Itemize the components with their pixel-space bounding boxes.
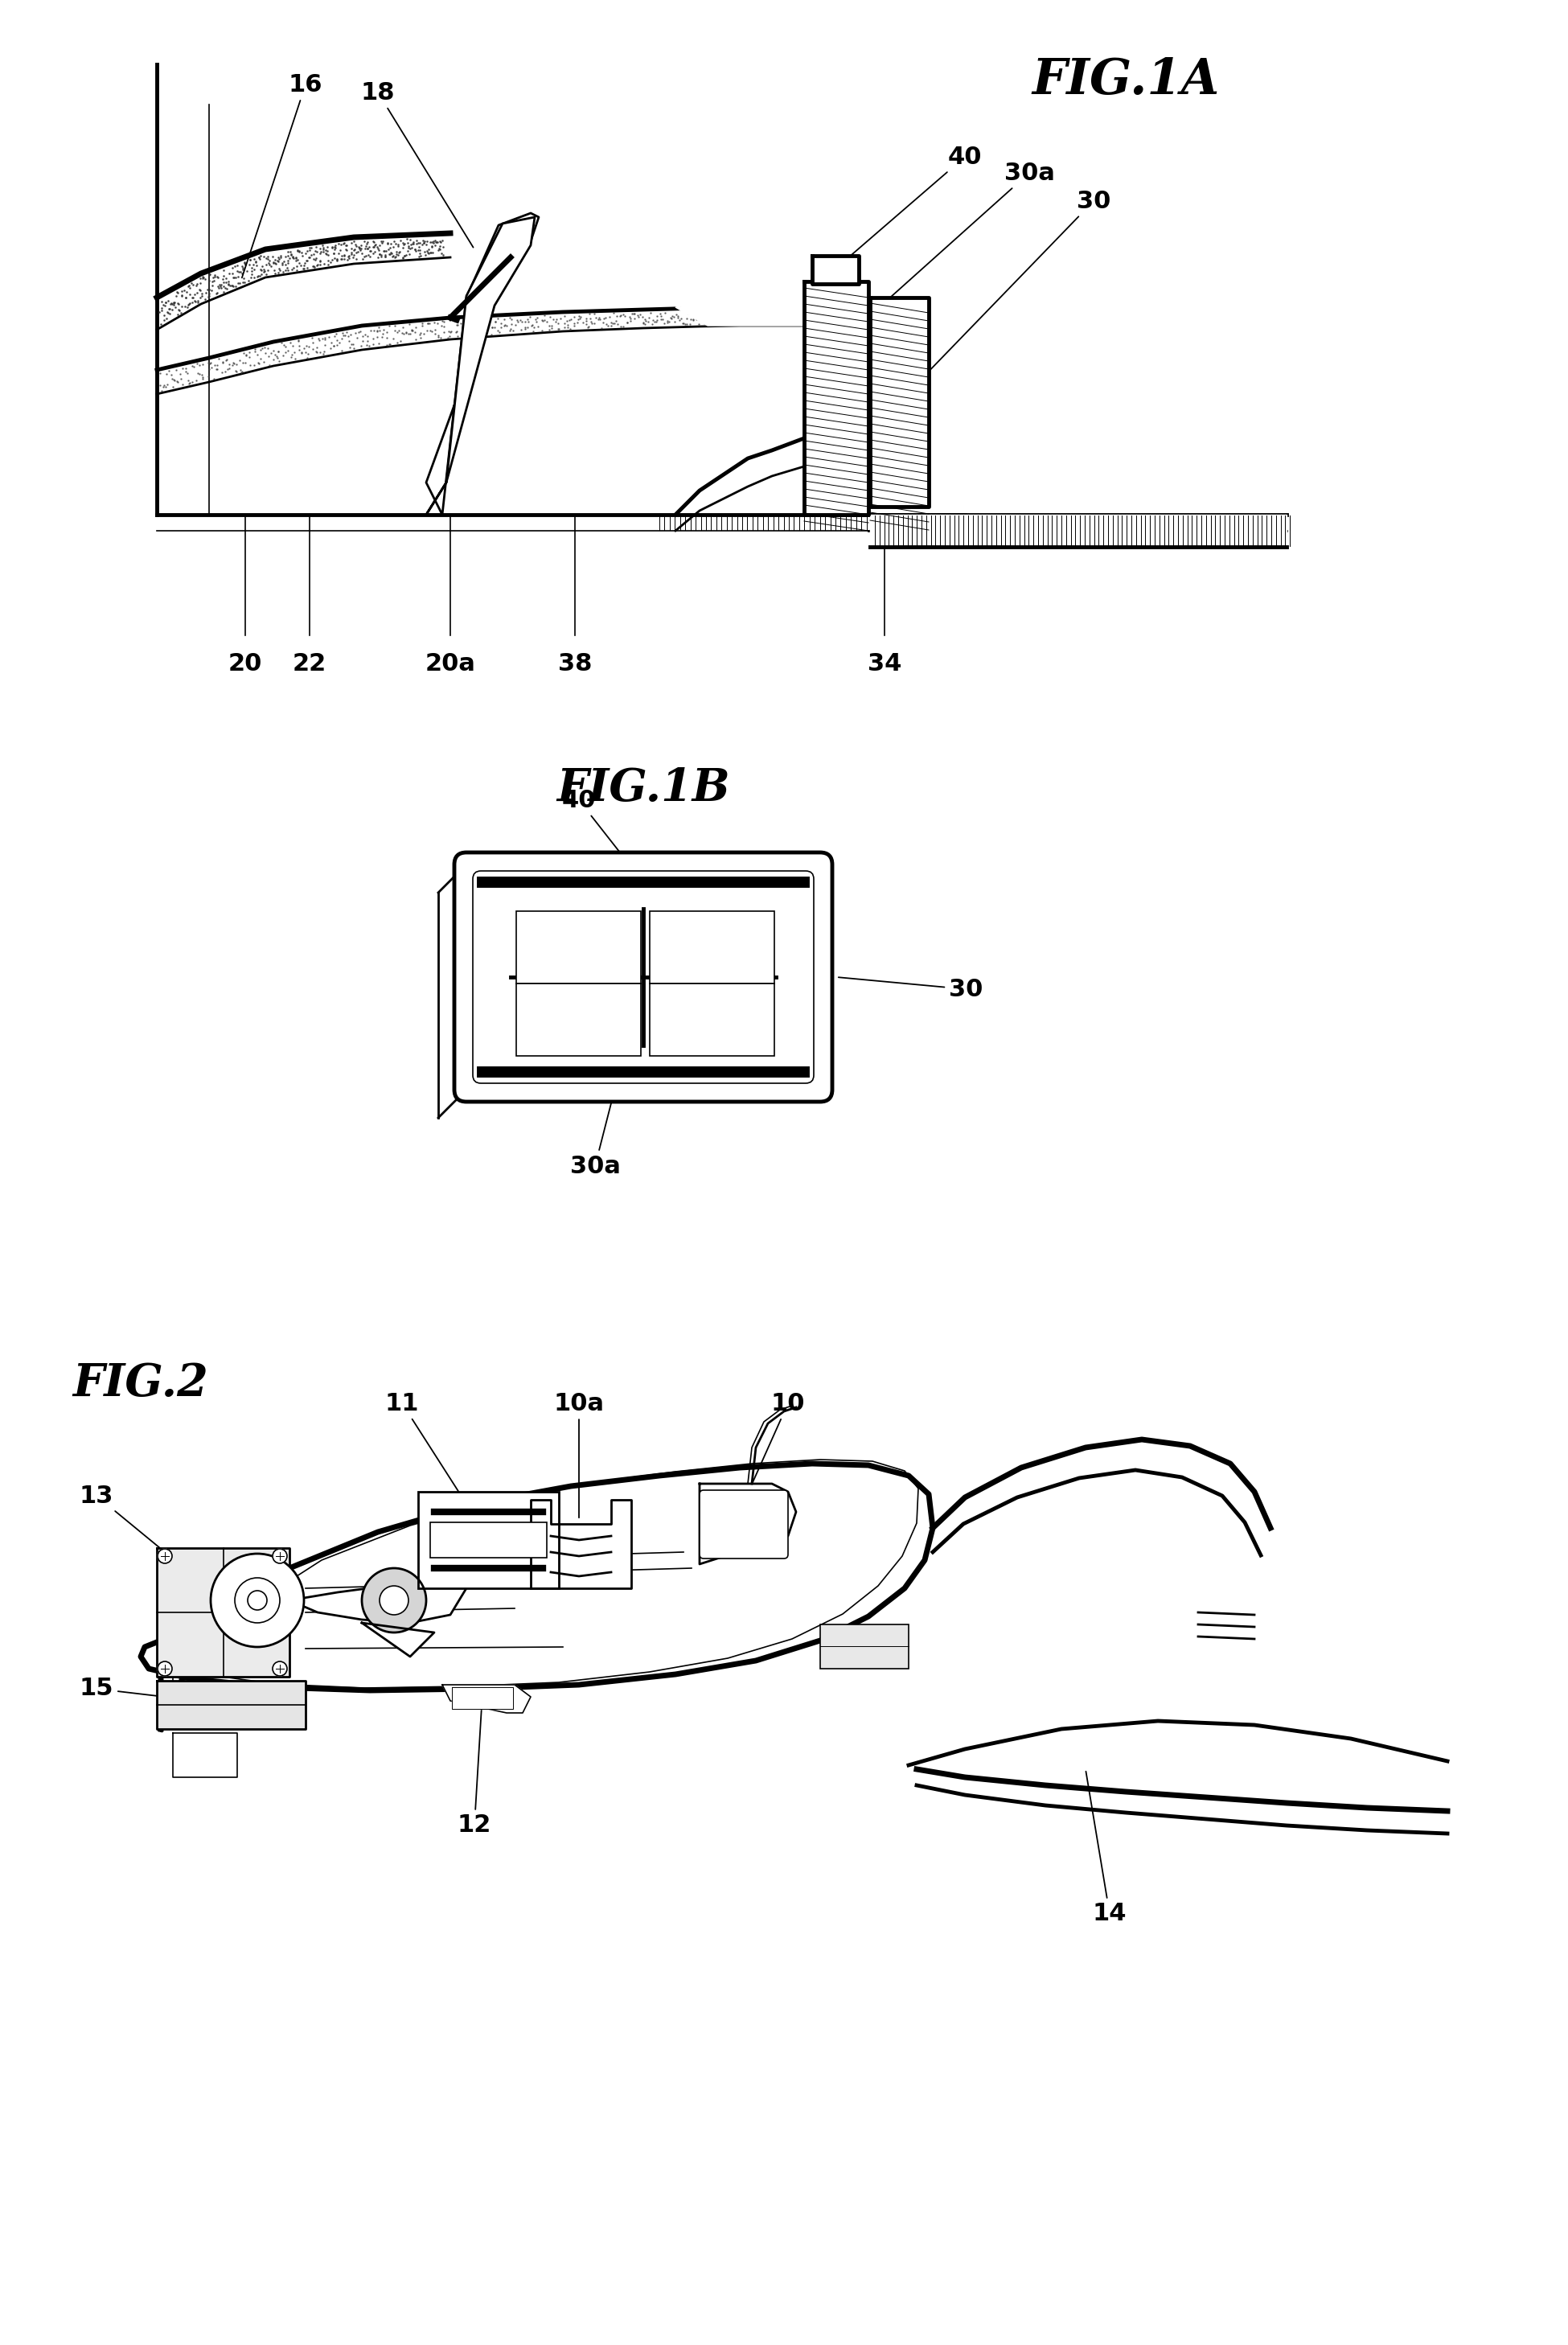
Polygon shape [699,1484,797,1564]
Text: 40: 40 [836,145,982,267]
Circle shape [235,1578,279,1623]
Polygon shape [870,514,1287,546]
Bar [419,1491,558,1588]
Polygon shape [804,281,869,514]
Text: 14: 14 [1087,1770,1127,1925]
Text: FIG.1B: FIG.1B [557,767,731,811]
Text: 30: 30 [900,190,1110,401]
Polygon shape [157,1681,306,1728]
FancyBboxPatch shape [699,1489,789,1559]
Text: FIG.2: FIG.2 [72,1360,209,1405]
Bar [649,912,775,983]
Text: 22: 22 [293,652,326,675]
Circle shape [158,1663,172,1677]
Text: 18: 18 [361,80,474,246]
Text: 10a: 10a [554,1391,604,1517]
Text: 16: 16 [241,73,323,277]
Bar [516,983,641,1055]
Polygon shape [452,1686,513,1710]
Circle shape [362,1569,426,1632]
Circle shape [248,1590,267,1611]
Text: 12: 12 [458,1695,491,1836]
Polygon shape [172,1733,237,1778]
FancyBboxPatch shape [455,854,833,1102]
Polygon shape [290,1583,466,1623]
Circle shape [273,1548,287,1564]
Polygon shape [442,1684,530,1712]
FancyBboxPatch shape [474,870,814,1083]
Bar [430,1522,547,1557]
Circle shape [210,1555,304,1646]
Polygon shape [141,1463,933,1728]
Text: 40: 40 [561,788,641,879]
Text: 15: 15 [80,1677,230,1705]
Polygon shape [676,281,869,326]
Text: 30a: 30a [837,162,1055,345]
Circle shape [379,1585,409,1616]
Text: 20: 20 [229,652,262,675]
Text: 34: 34 [867,652,902,675]
Text: 30a: 30a [569,1074,621,1177]
Polygon shape [870,298,928,507]
Bar [820,1625,908,1670]
Polygon shape [157,1548,290,1677]
Polygon shape [362,1623,434,1656]
Text: 38: 38 [558,652,593,675]
Polygon shape [530,1501,632,1588]
Text: 13: 13 [80,1484,221,1599]
Polygon shape [812,256,859,284]
Bar [516,912,641,983]
Text: 11: 11 [386,1391,466,1501]
Text: FIG.1A: FIG.1A [1032,56,1220,106]
Text: 20a: 20a [425,652,475,675]
Text: 10: 10 [745,1391,804,1501]
Bar [649,983,775,1055]
Polygon shape [426,218,535,514]
Circle shape [158,1548,172,1564]
Circle shape [273,1663,287,1677]
Text: 30: 30 [839,978,983,1001]
